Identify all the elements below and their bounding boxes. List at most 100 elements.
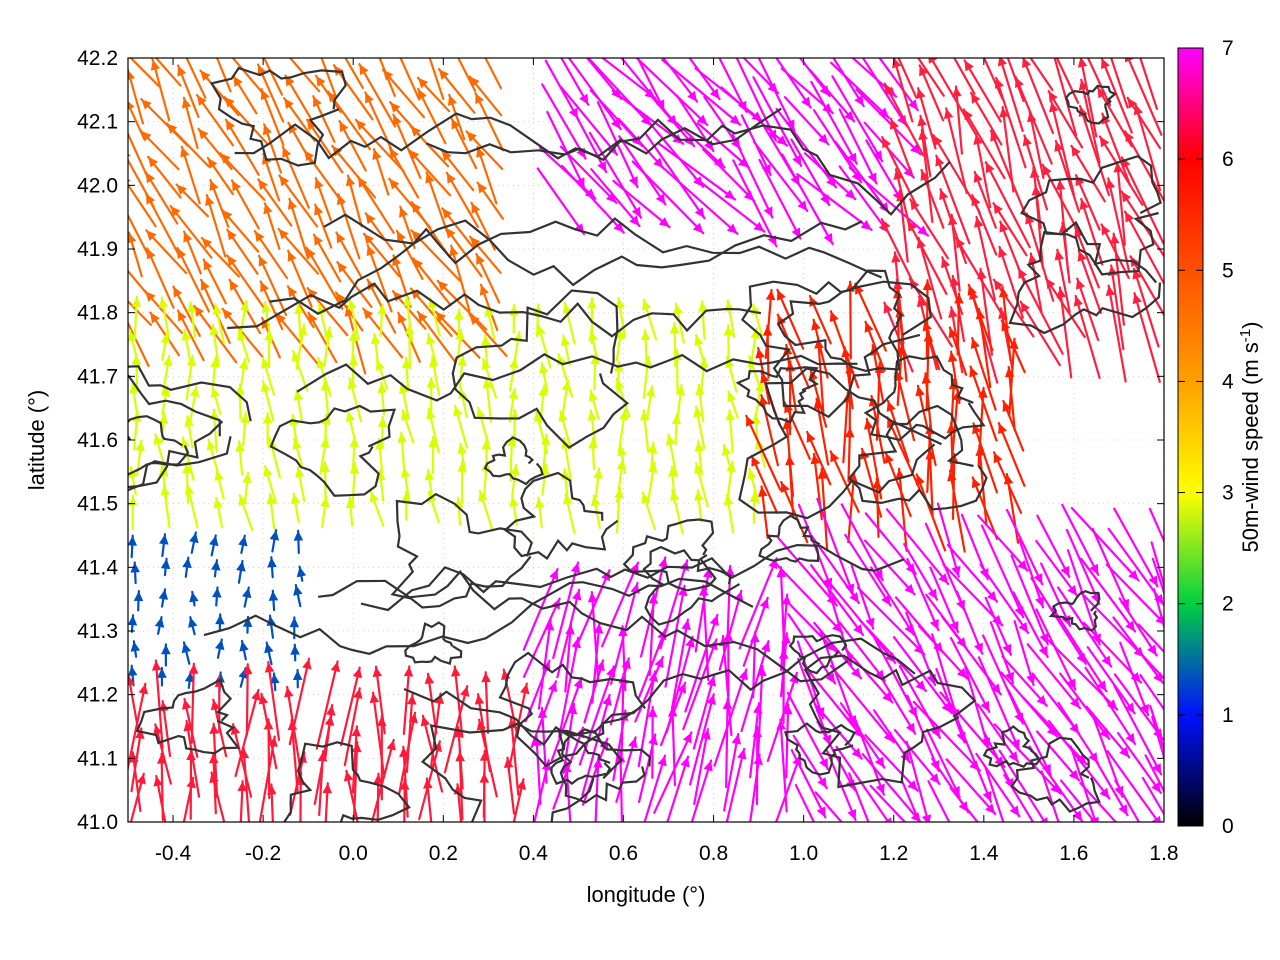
wind-vector: [187, 301, 197, 339]
x-tick-label: 1.6: [1059, 842, 1088, 865]
wind-vector: [479, 771, 490, 822]
wind-vector: [182, 776, 196, 822]
wind-vector: [615, 736, 638, 803]
contour-line: [803, 654, 977, 789]
wind-vector: [1144, 754, 1164, 794]
wind-vector: [749, 490, 760, 525]
wind-vector: [307, 311, 338, 364]
wind-vector: [223, 95, 268, 144]
wind-vector: [615, 751, 626, 822]
wind-vector: [377, 303, 387, 337]
wind-vector: [510, 463, 520, 498]
wind-vector: [331, 144, 377, 199]
wind-vector: [697, 300, 708, 340]
wind-vector: [1120, 190, 1164, 258]
y-tick-label: 41.9: [77, 238, 118, 261]
wind-vector: [1118, 597, 1158, 657]
wind-vector: [303, 149, 344, 205]
wind-vector: [806, 430, 832, 486]
wind-vector: [1044, 277, 1086, 339]
wind-vector: [694, 440, 705, 476]
wind-vector: [269, 529, 280, 553]
contour-line: [227, 282, 762, 338]
wind-vector: [870, 566, 915, 636]
wind-vector: [440, 149, 475, 192]
wind-vector: [444, 226, 483, 278]
wind-vector: [1070, 506, 1140, 582]
wind-vector: [1003, 472, 1020, 544]
wind-vector: [399, 778, 410, 822]
y-tick-label: 41.5: [77, 493, 118, 516]
wind-vector: [1124, 210, 1164, 286]
wind-vector: [637, 733, 658, 803]
wind-vector: [287, 718, 299, 794]
wind-vector: [437, 68, 476, 114]
wind-vector: [916, 236, 943, 320]
wind-vector: [157, 666, 167, 687]
wind-vector: [370, 738, 396, 822]
wind-vector: [1080, 557, 1137, 633]
wind-vector: [1073, 294, 1101, 380]
wind-vector: [1116, 732, 1162, 794]
wind-vector: [781, 153, 834, 246]
wind-vector: [424, 468, 435, 499]
wind-vector: [915, 473, 947, 552]
wind-vector: [878, 58, 919, 112]
wind-vector: [999, 106, 1015, 193]
wind-vector: [1008, 337, 1019, 416]
wind-vector: [348, 329, 359, 364]
wind-vector: [195, 93, 235, 147]
wind-vector: [344, 58, 364, 90]
wind-vector: [614, 486, 625, 534]
wind-vector: [1035, 539, 1079, 597]
wind-vector: [861, 58, 908, 127]
x-tick-label: 1.4: [969, 842, 999, 865]
wind-vector: [451, 665, 464, 739]
wind-vector: [253, 230, 289, 280]
wind-vector: [693, 405, 706, 450]
contour-line: [269, 219, 863, 315]
wind-vectors: [128, 58, 1164, 822]
wind-vector: [544, 59, 580, 120]
wind-vector: [197, 127, 233, 170]
wind-vector: [889, 117, 913, 175]
wind-vector: [508, 387, 519, 423]
wind-vector: [202, 258, 227, 305]
wind-vector: [376, 469, 386, 502]
wind-vector: [848, 772, 870, 822]
wind-vector: [776, 288, 805, 350]
wind-vector: [766, 671, 799, 763]
wind-vector: [947, 469, 966, 553]
wind-vector: [727, 390, 739, 419]
wind-vector: [144, 171, 179, 225]
wind-vector: [533, 759, 552, 822]
wind-vector: [293, 529, 304, 555]
wind-vector: [916, 58, 945, 97]
wind-vector: [922, 319, 941, 371]
wind-vector: [416, 76, 451, 113]
wind-vector: [900, 779, 921, 822]
wind-vector: [946, 543, 999, 603]
wind-vector: [182, 556, 192, 578]
wind-vector: [587, 591, 600, 681]
wind-vector: [725, 747, 747, 822]
wind-vector: [742, 58, 780, 95]
wind-vector: [643, 754, 667, 822]
wind-vector: [292, 668, 303, 689]
wind-vector: [1105, 177, 1131, 272]
x-tick-label: 0.6: [609, 842, 638, 865]
wind-vector: [377, 381, 387, 416]
wind-vector: [219, 152, 266, 201]
wind-vector: [563, 492, 576, 535]
contour-line: [128, 365, 252, 489]
wind-vector: [129, 58, 161, 88]
wind-vector: [128, 178, 157, 228]
wind-vector: [783, 96, 830, 146]
wind-vector: [848, 166, 930, 237]
wind-vector: [264, 661, 281, 741]
wind-vector: [314, 74, 342, 114]
wind-vector: [973, 170, 997, 229]
wind-vector: [293, 583, 303, 608]
contour-line: [128, 415, 190, 476]
wind-vector: [176, 246, 211, 313]
